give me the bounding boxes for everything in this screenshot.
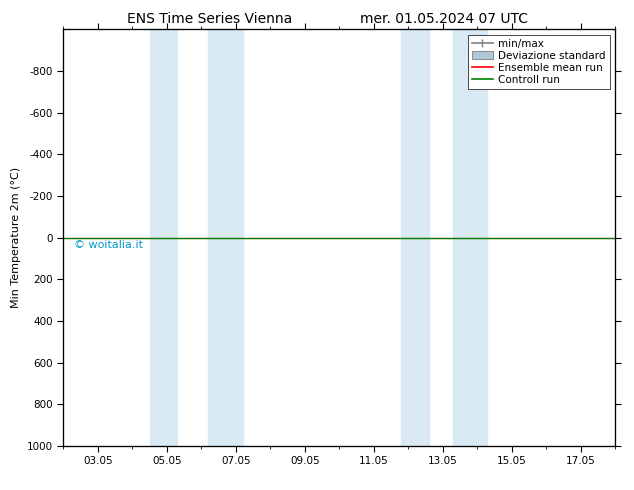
Text: © woitalia.it: © woitalia.it — [74, 240, 143, 250]
Bar — [208, 29, 243, 446]
Legend: min/max, Deviazione standard, Ensemble mean run, Controll run: min/max, Deviazione standard, Ensemble m… — [468, 35, 610, 89]
Y-axis label: Min Temperature 2m (°C): Min Temperature 2m (°C) — [11, 167, 22, 308]
Text: ENS Time Series Vienna: ENS Time Series Vienna — [127, 12, 292, 26]
Text: mer. 01.05.2024 07 UTC: mer. 01.05.2024 07 UTC — [360, 12, 527, 26]
Bar — [453, 29, 488, 446]
Bar — [150, 29, 177, 446]
Bar — [401, 29, 429, 446]
